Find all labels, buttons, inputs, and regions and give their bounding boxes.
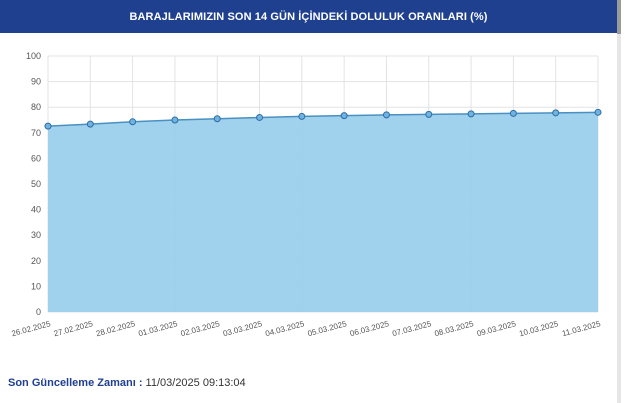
x-tick-label: 10.03.2025 bbox=[518, 319, 560, 338]
x-tick-label: 09.03.2025 bbox=[476, 319, 518, 338]
data-point[interactable] bbox=[594, 108, 602, 116]
x-tick-label: 06.03.2025 bbox=[349, 319, 391, 338]
y-tick-label: 30 bbox=[31, 230, 41, 240]
x-tick-label: 26.02.2025 bbox=[11, 319, 53, 338]
update-time-label: Son Güncelleme Zamanı : bbox=[8, 377, 143, 389]
x-tick-label: 28.02.2025 bbox=[95, 319, 137, 338]
data-point[interactable] bbox=[86, 120, 94, 128]
x-axis-ticks: 26.02.2025 27.02.2025 28.02.2025 01.03.2025… bbox=[11, 319, 603, 338]
y-tick-label: 80 bbox=[31, 102, 41, 112]
data-point[interactable] bbox=[171, 116, 179, 124]
data-point[interactable] bbox=[552, 109, 560, 117]
scrollbar-track[interactable] bbox=[617, 0, 621, 403]
chart-header: BARAJLARIMIZIN SON 14 GÜN İÇİNDEKİ DOLUL… bbox=[0, 0, 617, 33]
x-tick-label: 08.03.2025 bbox=[434, 319, 476, 338]
y-tick-label: 90 bbox=[31, 77, 41, 87]
scrollbar-thumb[interactable] bbox=[617, 0, 621, 34]
x-tick-label: 11.03.2025 bbox=[561, 319, 602, 338]
data-point[interactable] bbox=[509, 109, 517, 117]
y-tick-label: 60 bbox=[31, 153, 41, 163]
data-point[interactable] bbox=[256, 113, 264, 121]
data-point[interactable] bbox=[129, 118, 137, 126]
data-point[interactable] bbox=[425, 110, 433, 118]
y-tick-label: 0 bbox=[36, 307, 41, 317]
points-layer bbox=[44, 108, 602, 130]
series-area bbox=[48, 112, 598, 312]
y-tick-label: 100 bbox=[26, 51, 41, 61]
x-tick-label: 03.03.2025 bbox=[222, 319, 264, 338]
x-tick-label: 27.02.2025 bbox=[53, 319, 95, 338]
data-point[interactable] bbox=[298, 112, 306, 120]
data-point[interactable] bbox=[382, 111, 390, 119]
x-tick-label: 04.03.2025 bbox=[264, 319, 306, 338]
data-point[interactable] bbox=[213, 115, 221, 123]
update-time: Son Güncelleme Zamanı : 11/03/2025 09:13… bbox=[8, 377, 246, 389]
chart-title: BARAJLARIMIZIN SON 14 GÜN İÇİNDEKİ DOLUL… bbox=[129, 10, 488, 23]
x-tick-label: 02.03.2025 bbox=[180, 319, 222, 338]
data-point[interactable] bbox=[467, 110, 475, 118]
y-tick-label: 20 bbox=[31, 256, 41, 266]
y-tick-label: 10 bbox=[31, 281, 41, 291]
update-time-value: 11/03/2025 09:13:04 bbox=[145, 377, 246, 389]
area-layer bbox=[47, 111, 599, 312]
x-tick-label: 01.03.2025 bbox=[137, 319, 179, 338]
series-line bbox=[47, 111, 599, 127]
y-tick-label: 70 bbox=[31, 128, 41, 138]
data-point[interactable] bbox=[340, 112, 348, 120]
y-tick-label: 40 bbox=[31, 205, 41, 215]
x-tick-label: 05.03.2025 bbox=[307, 319, 349, 338]
data-point[interactable] bbox=[44, 122, 52, 130]
x-tick-label: 07.03.2025 bbox=[391, 319, 433, 338]
y-tick-label: 50 bbox=[31, 179, 41, 189]
